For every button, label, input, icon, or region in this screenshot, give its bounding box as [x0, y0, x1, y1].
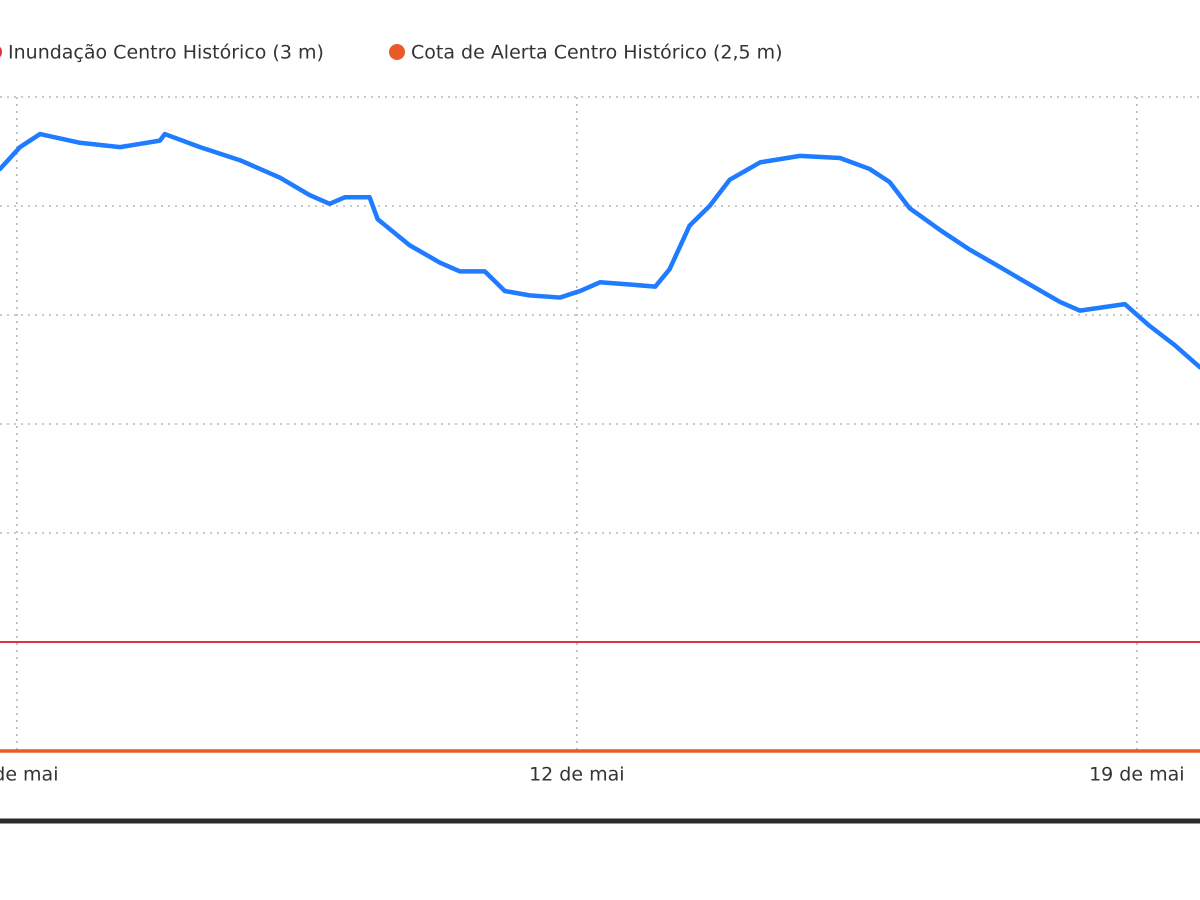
- legend-marker: [389, 44, 405, 60]
- x-tick-label: 19 de mai: [1089, 764, 1184, 786]
- series-line: [0, 131, 1200, 370]
- legend-label: Inundação Centro Histórico (3 m): [8, 42, 324, 64]
- x-tick-label: 12 de mai: [529, 764, 624, 786]
- x-tick-label: 5 de mai: [0, 764, 58, 786]
- legend-label: Cota de Alerta Centro Histórico (2,5 m): [411, 42, 783, 64]
- legend-marker: [0, 46, 2, 58]
